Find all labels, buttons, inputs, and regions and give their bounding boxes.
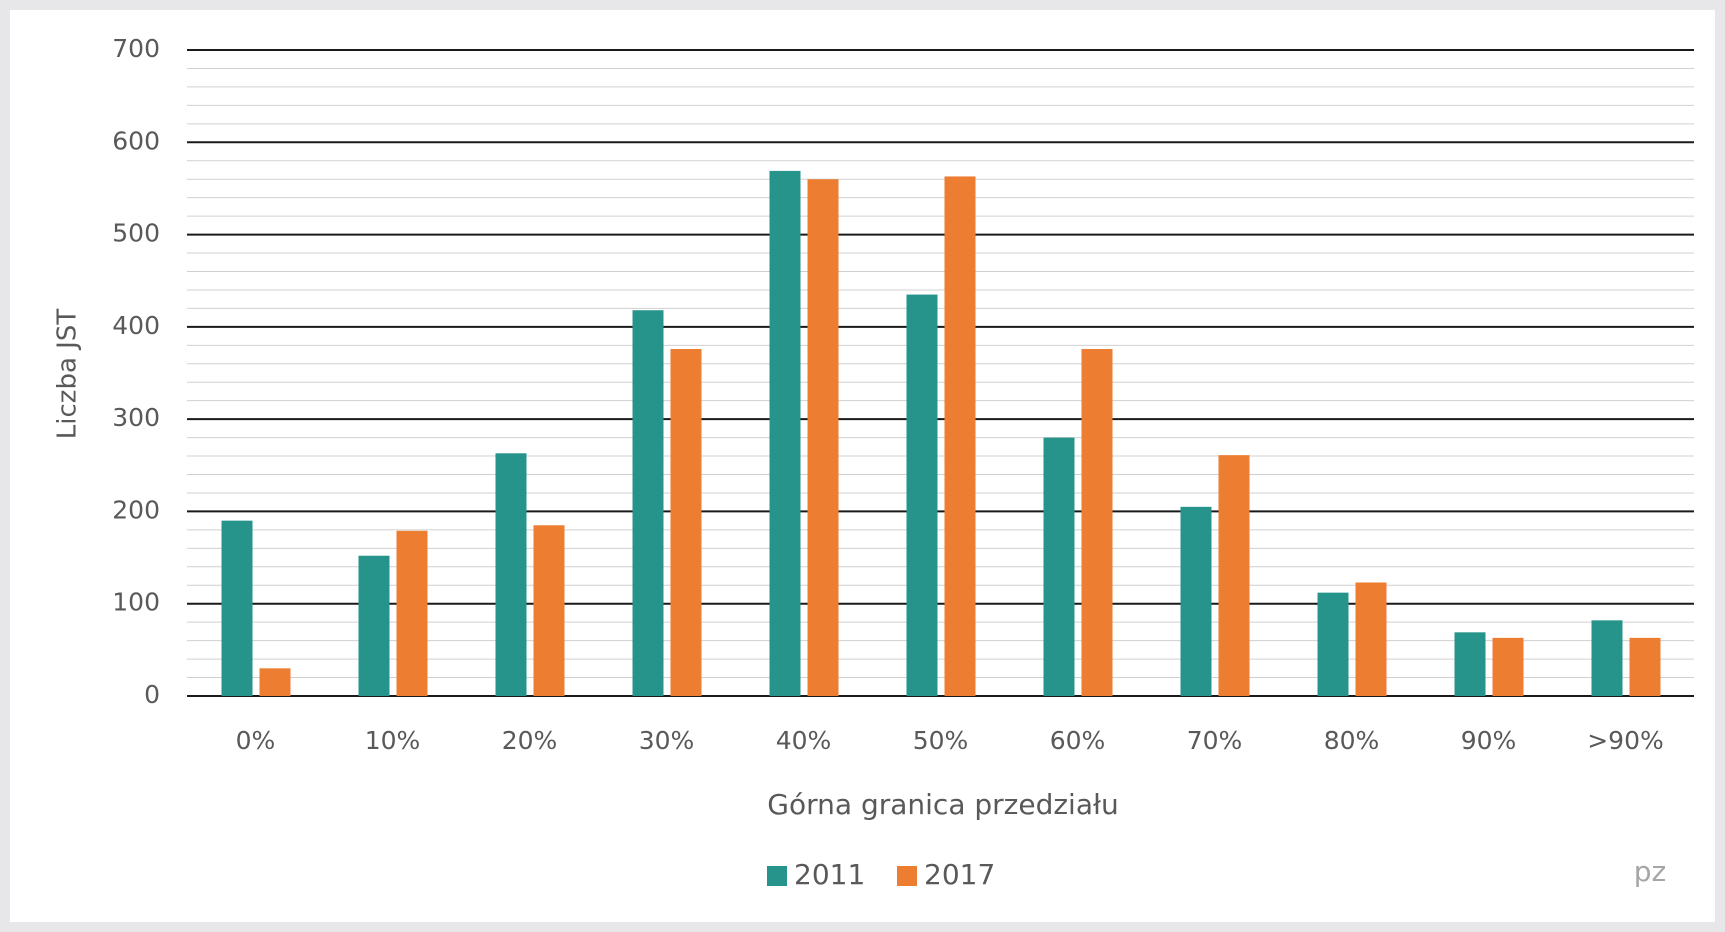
legend-swatch [897,866,917,886]
bar [906,294,938,696]
bar [1180,506,1212,696]
bar [1591,620,1623,696]
bar [769,170,801,696]
x-tick-label: 0% [236,726,276,755]
bar [1081,349,1113,696]
y-tick-label: 100 [112,588,160,617]
bar [1454,632,1486,696]
x-tick-label: 20% [502,726,558,755]
bar [396,530,428,696]
bar [944,176,976,697]
x-axis-title: Górna granica przedziału [767,788,1118,821]
bar [1317,592,1349,696]
y-tick-label: 700 [112,34,160,63]
bar [1043,437,1075,696]
y-tick-label: 0 [144,680,160,709]
x-tick-label: 90% [1461,726,1517,755]
legend-swatch [767,866,787,886]
x-tick-label: 10% [365,726,421,755]
y-tick-label: 400 [112,311,160,340]
chart-background [10,10,1715,922]
bar [670,349,702,696]
bar [259,668,291,696]
legend-label: 2017 [924,858,995,891]
bar [495,453,527,696]
x-tick-label: 80% [1324,726,1380,755]
y-axis-title: Liczba JST [53,309,83,440]
bar [807,179,839,696]
bar [221,520,253,696]
bar [1629,637,1661,696]
x-tick-label: 40% [776,726,832,755]
bar [1492,637,1524,696]
y-tick-label: 200 [112,495,160,524]
bar [533,525,565,696]
bar [632,310,664,696]
x-tick-label: 50% [913,726,969,755]
y-tick-label: 600 [112,126,160,155]
x-tick-label: 70% [1187,726,1243,755]
x-tick-label: 60% [1050,726,1106,755]
bar [358,555,390,696]
y-tick-label: 300 [112,403,160,432]
legend-label: 2011 [794,858,865,891]
annotation: pz [1634,855,1666,888]
x-tick-label: >90% [1587,726,1664,755]
x-tick-label: 30% [639,726,695,755]
bar [1218,455,1250,696]
y-tick-label: 500 [112,219,160,248]
bar [1355,582,1387,696]
